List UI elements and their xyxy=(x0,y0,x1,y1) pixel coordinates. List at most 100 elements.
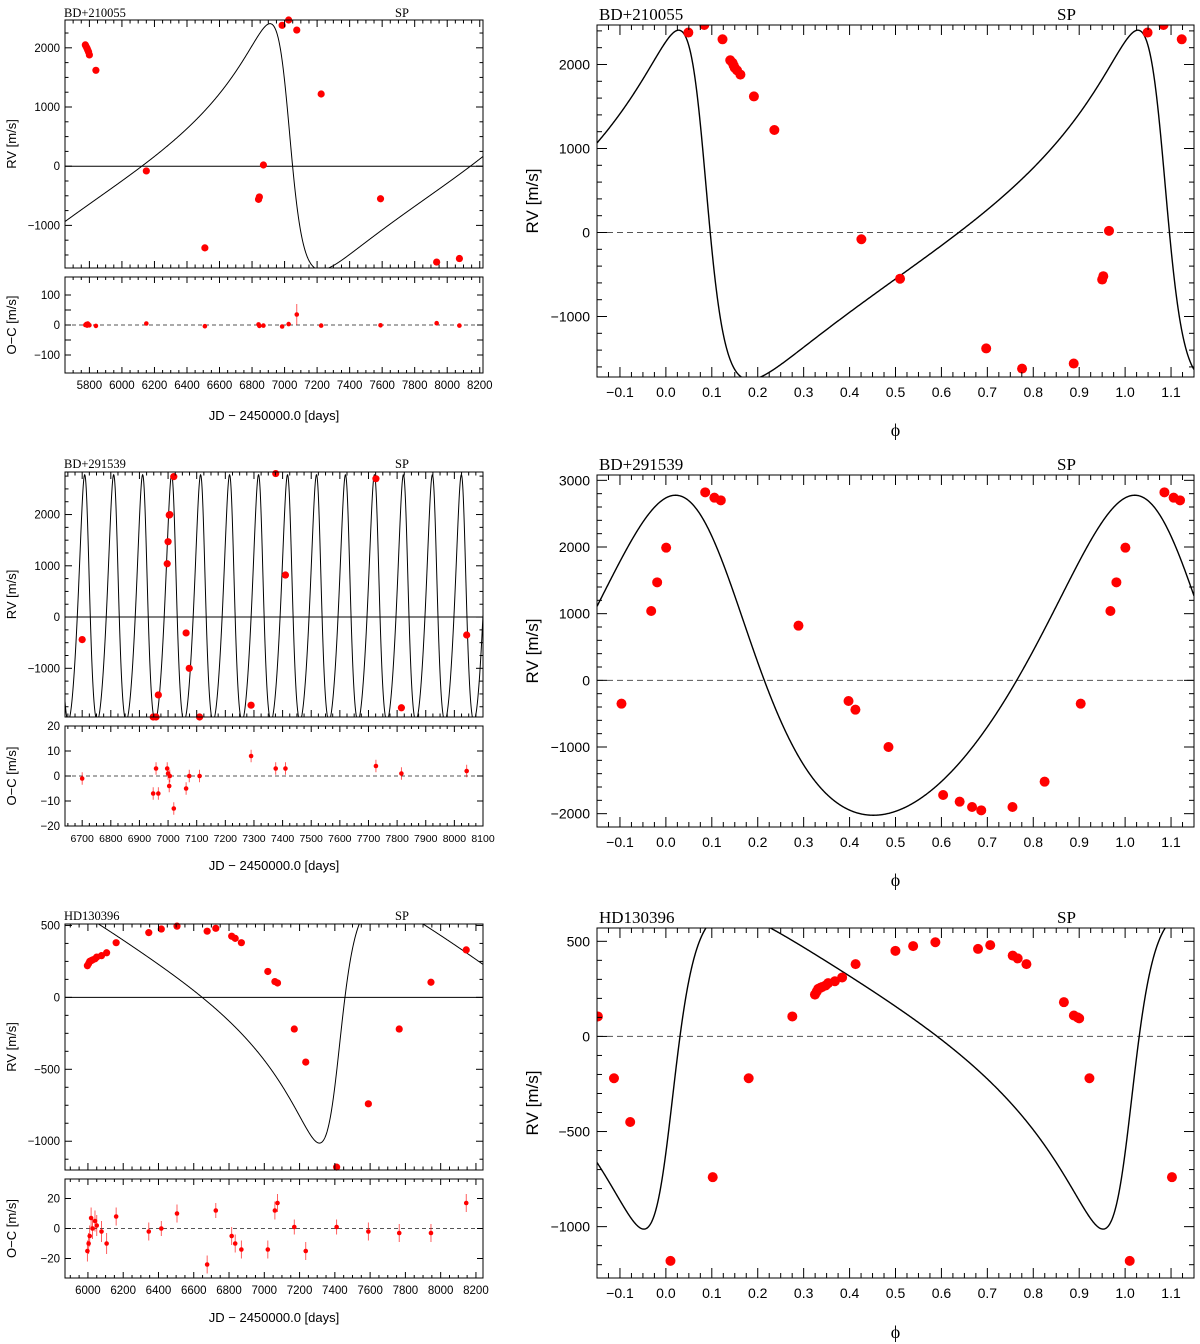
phased-rv-point xyxy=(1039,776,1050,787)
orbit-model-curve xyxy=(65,23,483,268)
y-tick-label: 1000 xyxy=(559,606,590,622)
phased-rv-point xyxy=(1068,358,1079,369)
x-tick-label: 7200 xyxy=(287,1285,313,1297)
phased-rv-point xyxy=(661,542,672,553)
residual-tick-label: 20 xyxy=(47,721,60,733)
residual-point xyxy=(265,1247,271,1252)
phased-rv-point xyxy=(850,704,861,715)
rv-point xyxy=(278,21,286,29)
rv-point xyxy=(170,473,178,481)
phased-rv-point xyxy=(1124,1255,1135,1266)
residual-point xyxy=(92,1218,98,1224)
phased-rv-point xyxy=(1176,34,1187,45)
residual-point xyxy=(273,766,279,771)
rv-point xyxy=(212,924,220,932)
phased-rv-point xyxy=(625,1117,636,1128)
phased-rv-point xyxy=(973,943,984,954)
rv-point xyxy=(255,193,263,201)
x-tick-label: 8200 xyxy=(463,1285,489,1297)
rv-point xyxy=(231,934,239,942)
phased-rv-point xyxy=(665,1255,676,1266)
rv-point xyxy=(154,691,162,699)
star-name: HD130396 xyxy=(64,909,120,923)
x-axis-label: JD − 2450000.0 [days] xyxy=(209,858,339,873)
x-tick-label: 0.8 xyxy=(1024,1285,1044,1301)
x-tick-label: 7000 xyxy=(156,833,180,845)
phased-rv-point xyxy=(1017,363,1028,374)
x-tick-label: 0.9 xyxy=(1069,1285,1089,1301)
residual-tick-label: 0 xyxy=(54,320,60,332)
y-tick-label: 500 xyxy=(567,933,591,949)
phased-rv-point xyxy=(1111,577,1122,588)
residual-tick-label: 100 xyxy=(41,290,60,302)
x-tick-label: 0.8 xyxy=(1024,834,1044,850)
rv-point xyxy=(85,51,93,59)
phased-rv-point xyxy=(652,577,663,588)
phased-rv-point xyxy=(1175,495,1186,506)
orbit-model-curve xyxy=(65,473,483,717)
y-tick-label: 2000 xyxy=(34,43,60,55)
residual-point xyxy=(239,1247,244,1252)
x-tick-label: 0.1 xyxy=(702,1285,722,1301)
residual-tick-label: 10 xyxy=(47,746,60,758)
phase-frame xyxy=(596,927,1195,1279)
x-tick-label: 8200 xyxy=(467,380,493,392)
x-tick-label: 0.3 xyxy=(794,384,814,400)
x-tick-label: 8100 xyxy=(471,833,495,845)
rv-point xyxy=(293,26,301,34)
rv-point xyxy=(302,1058,310,1066)
residual-point xyxy=(150,791,156,796)
y-tick-label: −2000 xyxy=(551,806,591,822)
x-tick-label: 7700 xyxy=(357,833,381,845)
x-tick-label: 0.4 xyxy=(840,384,860,400)
phased-rv-point xyxy=(1021,959,1032,970)
x-tick-label: 7600 xyxy=(328,833,352,845)
phased-rv-point xyxy=(748,91,759,102)
rv-point xyxy=(427,978,435,986)
x-tick-label: 0.4 xyxy=(840,1285,860,1301)
x-axis-label: ϕ xyxy=(891,1322,900,1342)
rv-point xyxy=(157,925,165,933)
x-tick-label: 6400 xyxy=(146,1285,172,1297)
y-tick-label: 0 xyxy=(582,225,590,241)
phased-rv-point xyxy=(967,802,978,812)
x-tick-label: 0.8 xyxy=(1024,384,1044,400)
phased-rv-point xyxy=(1007,802,1018,812)
residual-point xyxy=(104,1241,109,1246)
residual-tick-label: −20 xyxy=(40,1254,60,1266)
x-tick-label: 8000 xyxy=(443,833,467,845)
x-tick-label: 7200 xyxy=(214,833,238,845)
x-tick-label: 6700 xyxy=(70,833,94,845)
x-tick-label: 0.2 xyxy=(748,834,768,850)
phased-rv-point xyxy=(683,27,694,38)
rv-point xyxy=(397,704,406,712)
x-tick-label: 0.7 xyxy=(978,384,998,400)
rv-point xyxy=(237,939,245,947)
x-tick-label: 0.9 xyxy=(1069,834,1089,850)
x-tick-label: 7600 xyxy=(369,380,395,392)
residual-point xyxy=(464,768,469,774)
x-axis-label: ϕ xyxy=(891,420,900,440)
residual-point xyxy=(457,323,462,328)
x-tick-label: 6800 xyxy=(99,833,123,845)
phased-orbit-curve xyxy=(597,494,1194,816)
residual-point xyxy=(318,323,324,328)
x-tick-label: 0.6 xyxy=(932,1285,952,1301)
main-frame xyxy=(64,471,484,718)
rv-point xyxy=(372,475,380,483)
x-tick-label: 1.0 xyxy=(1115,384,1135,400)
residual-point xyxy=(399,771,404,776)
x-tick-label: 7400 xyxy=(337,380,363,392)
residual-point xyxy=(164,766,170,771)
y-tick-label: −1000 xyxy=(28,663,60,675)
phased-rv-point xyxy=(1098,271,1109,282)
phased-rv-point xyxy=(707,1172,718,1183)
chart-phase-1: −0.1 0.0 0.1 0.2 0.3 0.4 0.5 0.6 0.7 0.8 0.9 1.0 1.1… xyxy=(523,5,1195,440)
x-tick-label: 7400 xyxy=(322,1285,348,1297)
y-axis-label: RV [m/s] xyxy=(4,119,19,169)
phased-rv-point xyxy=(976,805,987,816)
x-tick-label: 6000 xyxy=(75,1285,101,1297)
y-tick-label: −1000 xyxy=(28,220,60,232)
rv-point xyxy=(166,510,174,519)
x-tick-label: 0.1 xyxy=(702,834,722,850)
